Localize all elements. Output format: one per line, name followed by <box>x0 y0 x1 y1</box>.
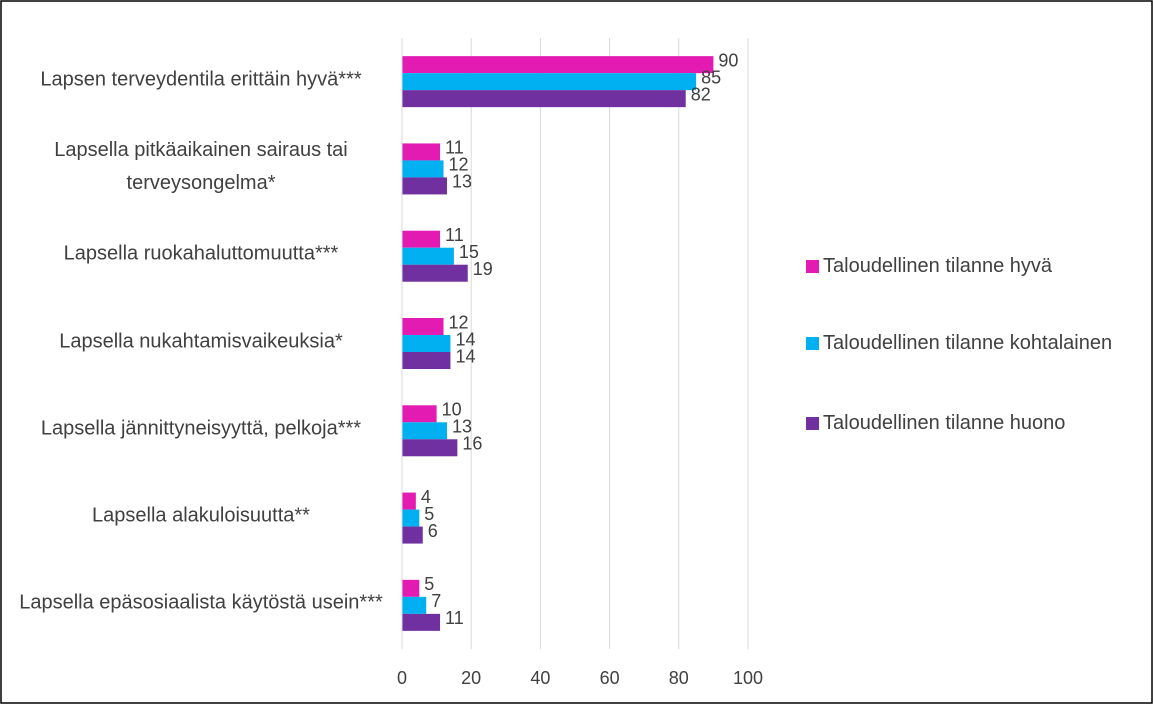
bar <box>402 56 714 74</box>
value-label: 13 <box>452 172 472 192</box>
category-label: Lapsen terveydentila erittäin hyvä*** <box>40 68 362 91</box>
value-label: 11 <box>445 225 464 245</box>
bar <box>402 579 420 597</box>
bar <box>402 177 447 195</box>
value-label: 7 <box>431 591 441 611</box>
value-label: 4 <box>421 487 431 507</box>
x-tick-label: 100 <box>733 668 763 688</box>
category-label: Lapsella pitkäaikainen sairaus tai terve… <box>54 138 348 194</box>
x-tick-label: 60 <box>600 668 620 688</box>
value-label: 6 <box>428 521 438 541</box>
value-label: 5 <box>424 574 434 594</box>
bar <box>402 596 427 614</box>
bar <box>402 230 441 248</box>
category-label: Lapsella alakuloisuutta** <box>92 504 310 527</box>
value-label: 10 <box>442 400 462 420</box>
value-label: 11 <box>445 608 464 628</box>
x-tick-label: 0 <box>397 668 407 688</box>
bar <box>402 422 447 440</box>
value-label: 11 <box>445 138 464 158</box>
bar <box>402 264 468 282</box>
bar <box>402 247 454 265</box>
category-label: Lapsella epäsosiaalista käytöstä usein**… <box>19 591 383 614</box>
bar <box>402 613 441 631</box>
value-label: 19 <box>473 259 493 279</box>
x-tick-label: 20 <box>461 668 481 688</box>
value-label: 5 <box>424 504 434 524</box>
legend-entry: Taloudellinen tilanne hyvä <box>806 250 1146 283</box>
legend-swatch <box>806 260 819 273</box>
bar <box>402 439 458 457</box>
legend-entry: Taloudellinen tilanne huono <box>806 407 1146 440</box>
value-label: 13 <box>452 417 472 437</box>
legend-swatch <box>806 337 819 350</box>
bar <box>402 526 423 544</box>
bar <box>402 318 444 335</box>
x-tick-label: 40 <box>530 668 550 688</box>
category-label: Lapsella ruokahaluttomuutta*** <box>63 242 339 265</box>
value-label: 12 <box>449 155 469 175</box>
x-tick-label: 80 <box>669 668 689 688</box>
value-label: 90 <box>718 50 738 70</box>
legend-label: Taloudellinen tilanne hyvä <box>823 255 1053 277</box>
bar <box>402 73 697 91</box>
legend-swatch <box>806 417 819 430</box>
legend-label: Taloudellinen tilanne huono <box>823 412 1066 434</box>
value-label: 12 <box>449 312 469 332</box>
value-label: 15 <box>459 242 479 262</box>
bar <box>402 90 686 108</box>
bar <box>402 160 444 178</box>
bar <box>402 509 420 527</box>
bar <box>402 352 451 369</box>
bar <box>402 405 437 423</box>
category-label: Lapsella nukahtamisvaikeuksia* <box>59 330 343 352</box>
bar <box>402 335 451 352</box>
value-label: 85 <box>701 67 721 87</box>
value-label: 14 <box>455 346 475 366</box>
category-label: Lapsella jännittyneisyyttä, pelkoja*** <box>40 417 362 440</box>
bar <box>402 143 441 161</box>
legend-entry: Taloudellinen tilanne kohtalainen <box>806 327 1146 360</box>
bar <box>402 492 416 510</box>
value-label: 14 <box>455 329 475 349</box>
value-label: 82 <box>691 84 711 104</box>
legend-label: Taloudellinen tilanne kohtalainen <box>823 332 1113 354</box>
value-label: 16 <box>462 434 482 454</box>
